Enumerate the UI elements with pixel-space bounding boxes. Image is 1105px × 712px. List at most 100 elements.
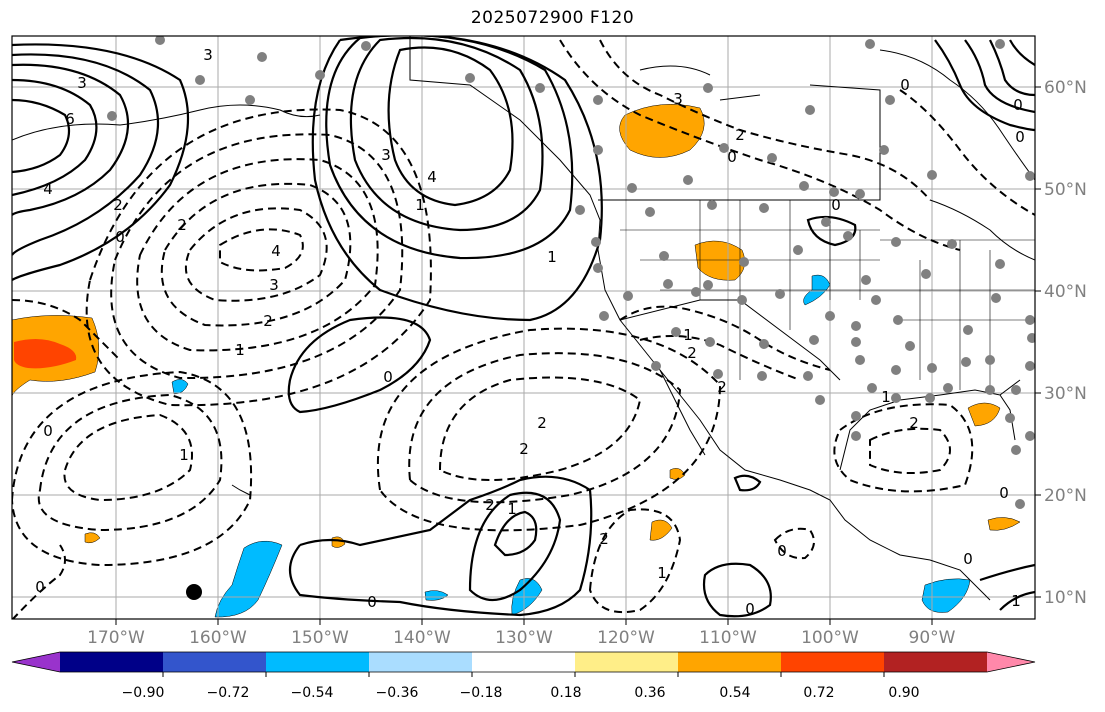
contour-label: 3 — [269, 276, 279, 294]
colorbar-segment — [266, 652, 370, 672]
lon-label: 120°W — [597, 628, 655, 648]
shade-orange-region — [619, 104, 705, 158]
colorbar-segment — [163, 652, 267, 672]
contour-label: 2 — [177, 216, 187, 234]
contours-negative — [12, 39, 1035, 619]
contour-label: 1 — [547, 248, 557, 266]
contour-label: 2 — [113, 196, 123, 214]
lon-label: 90°W — [909, 628, 956, 648]
contour-label: 0 — [727, 148, 737, 166]
contour-label: 0 — [999, 484, 1009, 502]
contour-label: 0 — [900, 76, 910, 94]
contour-label: 0 — [831, 196, 841, 214]
lat-label: 60°N — [1044, 78, 1087, 98]
shade-blue-region — [171, 379, 189, 395]
colorbar-tick-label: 0.72 — [803, 685, 834, 701]
colorbar-tick-label: −0.36 — [376, 685, 419, 701]
shade-red-region — [14, 338, 77, 369]
colorbar-segment — [369, 652, 473, 672]
shade-blue-region — [214, 540, 283, 618]
longitude-labels: 170°W 160°W 150°W 140°W 130°W 120°W 110°… — [87, 628, 956, 648]
contour-label: 1 — [1011, 592, 1021, 610]
colorbar-segment — [781, 652, 885, 672]
contour-label: 1 — [657, 564, 667, 582]
lat-label: 30°N — [1044, 384, 1087, 404]
station-dots — [107, 36, 1035, 509]
contour-label: 1 — [683, 326, 693, 344]
lon-label: 160°W — [189, 628, 247, 648]
contour-label: 2 — [599, 530, 609, 548]
colorbar-tick-label: −0.54 — [291, 685, 334, 701]
axis-ticks — [115, 86, 1041, 625]
contours-positive — [12, 36, 1035, 618]
contour-label: 0 — [1015, 128, 1025, 146]
colorbar-segments — [11, 651, 1036, 673]
contour-label: 3 — [381, 146, 391, 164]
contour-label: 1 — [415, 196, 425, 214]
contour-label: 0 — [1013, 96, 1023, 114]
shade-orange-region — [967, 402, 1001, 427]
lat-label: 10°N — [1044, 588, 1087, 608]
latitude-labels: 60°N 50°N 40°N 30°N 20°N 10°N — [1044, 78, 1087, 608]
lat-label: 20°N — [1044, 486, 1087, 506]
lon-label: 100°W — [801, 628, 859, 648]
contour-label: 2 — [687, 344, 697, 362]
highlight-station-dot — [186, 584, 202, 600]
shade-blue-region — [921, 578, 971, 613]
shade-orange-region — [987, 517, 1021, 531]
contour-label: 0 — [777, 542, 787, 560]
contour-label: 1 — [507, 500, 517, 518]
lat-label: 50°N — [1044, 180, 1087, 200]
colorbar-tick-label: −0.72 — [207, 685, 250, 701]
colorbar-segment — [60, 652, 164, 672]
colorbar-extend-high — [987, 652, 1035, 672]
colorbar: −0.90 −0.72 −0.54 −0.36 −0.18 0.18 0.36 … — [11, 651, 1036, 701]
contour-label: 3 — [77, 74, 87, 92]
colorbar-segment — [678, 652, 782, 672]
contour-label: 2 — [537, 414, 547, 432]
contour-label: 2 — [717, 378, 727, 396]
contour-label: 2 — [735, 126, 745, 144]
contour-label: 0 — [35, 578, 45, 596]
lon-label: 130°W — [495, 628, 553, 648]
colorbar-tick-label: 0.18 — [550, 685, 581, 701]
contour-label: 0 — [115, 228, 125, 246]
shade-orange-region — [694, 240, 746, 281]
lon-label: 150°W — [291, 628, 349, 648]
colorbar-tick-label: 0.90 — [888, 685, 919, 701]
lon-label: 140°W — [393, 628, 451, 648]
contour-label: 6 — [65, 110, 75, 128]
lat-label: 40°N — [1044, 282, 1087, 302]
colorbar-ticks — [162, 672, 885, 677]
contour-label: 2 — [909, 414, 919, 432]
colorbar-extend-low — [12, 652, 60, 672]
contour-label: 4 — [271, 242, 281, 260]
contour-label: 1 — [881, 388, 891, 406]
colorbar-tick-label: −0.90 — [122, 685, 165, 701]
colorbar-tick-label: 0.54 — [719, 685, 750, 701]
contour-label: 3 — [673, 90, 683, 108]
shaded-regions — [12, 104, 1021, 618]
coastlines — [12, 36, 1035, 601]
contour-label: 2 — [519, 440, 529, 458]
contour-label: 0 — [963, 550, 973, 568]
map-title: 2025072900 F120 — [470, 8, 635, 28]
colorbar-segment — [884, 652, 988, 672]
colorbar-segment — [575, 652, 679, 672]
map-area — [12, 36, 1035, 619]
contour-label: 3 — [203, 46, 213, 64]
shade-orange-region — [649, 519, 673, 541]
colorbar-outline — [11, 651, 1036, 673]
contour-label: 0 — [383, 368, 393, 386]
contour-label: 2 — [485, 496, 495, 514]
contour-label: 1 — [235, 341, 245, 359]
shade-blue-region — [424, 590, 449, 601]
colorbar-segment — [472, 652, 576, 672]
lon-label: 170°W — [87, 628, 145, 648]
contour-label: 0 — [745, 600, 755, 618]
contour-label: 4 — [427, 168, 437, 186]
lon-label: 110°W — [699, 628, 757, 648]
contour-label: 0 — [367, 593, 377, 611]
